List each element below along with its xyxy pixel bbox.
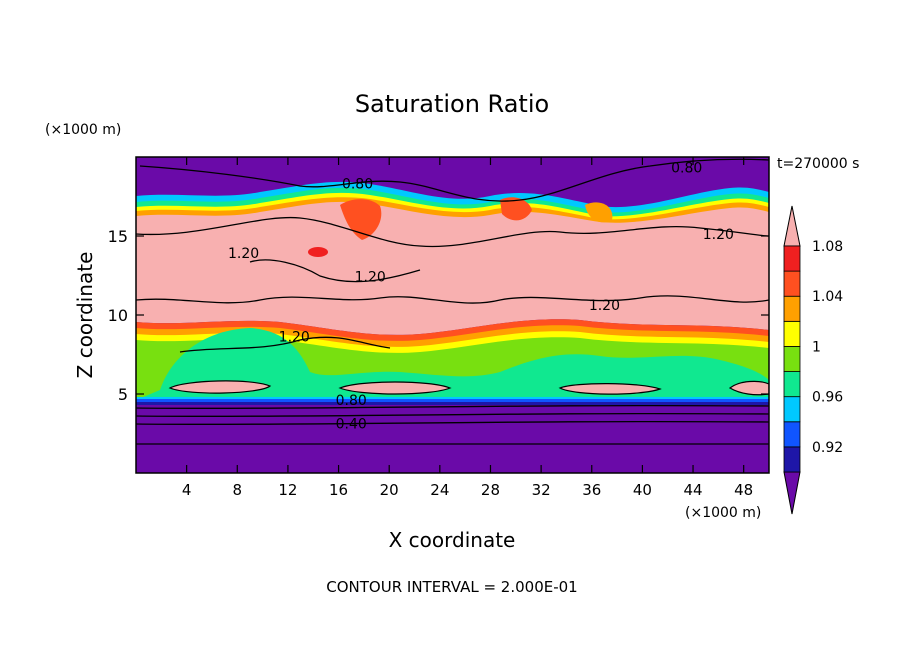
contour-field (136, 157, 769, 473)
colorbar: 1.08 1.04 1 0.96 0.92 (783, 205, 843, 515)
x-tick-label: 12 (278, 481, 297, 499)
colorbar-max-triangle (783, 205, 801, 247)
x-unit-label: (×1000 m) (685, 505, 761, 521)
x-tick-label: 16 (329, 481, 348, 499)
x-tick-label: 24 (430, 481, 449, 499)
y-axis: 5 10 15 (108, 227, 769, 404)
colorbar-swatch (783, 371, 801, 398)
colorbar-label: 0.92 (812, 440, 843, 456)
x-tick-label: 20 (380, 481, 399, 499)
contour-label: 1.20 (589, 298, 620, 314)
colorbar-swatch (783, 346, 801, 372)
x-tick-label: 44 (683, 481, 702, 499)
colorbar-label: 1.08 (812, 239, 843, 255)
x-tick-label: 36 (582, 481, 601, 499)
colorbar-min-triangle (783, 471, 801, 515)
y-tick-label: 15 (108, 227, 128, 246)
x-tick-label: 4 (182, 481, 192, 499)
contour-label-layer: 0.80 0.80 1.20 1.20 1.20 1.20 1.20 0.80 0.40 (228, 161, 734, 433)
x-tick-label: 8 (233, 481, 243, 499)
colorbar-label: 0.96 (812, 390, 843, 406)
contour-label: 0.80 (671, 161, 702, 177)
x-axis-title: X coordinate (389, 528, 516, 552)
time-label: t=270000 s (777, 156, 859, 172)
colorbar-swatch (783, 421, 801, 448)
x-tick-label: 32 (532, 481, 551, 499)
contour-label: 0.40 (336, 417, 367, 433)
y-tick-label: 10 (108, 306, 128, 325)
x-tick-label: 48 (734, 481, 753, 499)
chart-title: Saturation Ratio (355, 90, 549, 118)
colorbar-swatch (783, 245, 801, 272)
x-axis: 4 8 12 16 20 24 28 32 36 40 44 48 (182, 157, 753, 499)
contour-label: 1.20 (279, 330, 310, 346)
colorbar-swatch (783, 270, 801, 297)
colorbar-swatch (783, 320, 801, 347)
y-axis-title: Z coordinate (73, 252, 97, 379)
colorbar-label: 1 (812, 339, 821, 355)
colorbar-label: 1.04 (812, 289, 843, 305)
colorbar-swatch (783, 295, 801, 322)
contour-label: 0.80 (342, 176, 373, 192)
y-tick-label: 5 (118, 385, 128, 404)
contour-interval-footer: CONTOUR INTERVAL = 2.000E-01 (326, 578, 577, 596)
y-unit-label: (×1000 m) (45, 122, 121, 138)
x-tick-label: 40 (633, 481, 652, 499)
colorbar-swatch (783, 446, 801, 473)
contour-label: 1.20 (228, 246, 259, 262)
contour-label: 0.80 (336, 393, 367, 409)
colorbar-swatch (783, 396, 801, 423)
contour-label: 1.20 (355, 270, 386, 286)
x-tick-label: 28 (481, 481, 500, 499)
contour-label: 1.20 (703, 227, 734, 243)
